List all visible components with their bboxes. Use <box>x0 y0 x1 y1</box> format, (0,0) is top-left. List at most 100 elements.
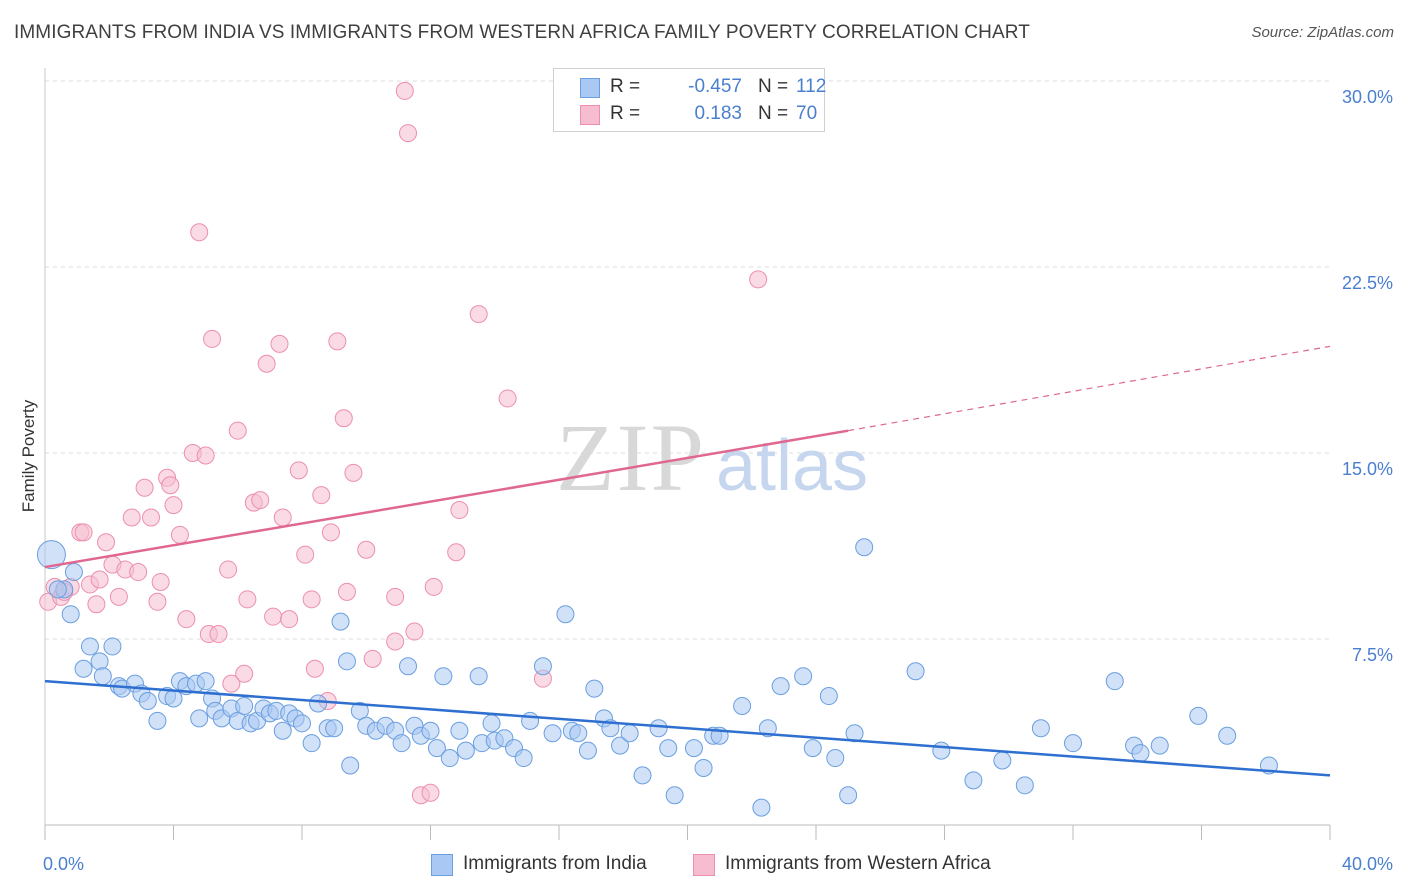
india-point <box>341 756 360 775</box>
western-africa-point <box>238 590 257 609</box>
india-point <box>1131 744 1150 763</box>
western-africa-point <box>129 563 148 582</box>
western-africa-point <box>222 674 241 693</box>
india-point <box>684 739 703 758</box>
legend-n-label: N = <box>758 76 789 97</box>
western-africa-point <box>196 446 215 465</box>
india-point <box>148 711 167 730</box>
watermark-zip: ZIP <box>556 404 706 511</box>
western-africa-point <box>257 354 276 373</box>
western-africa-point <box>161 476 180 495</box>
india-point <box>514 749 533 768</box>
western-africa-point <box>219 560 238 579</box>
india-point <box>90 652 109 671</box>
india-point <box>138 692 157 710</box>
india-point <box>1150 736 1169 755</box>
india-point <box>48 580 67 599</box>
india-point <box>1064 734 1082 753</box>
india-point <box>752 798 771 817</box>
india-point <box>93 667 112 686</box>
x-tick-label: 40.0% <box>1342 854 1393 874</box>
legend-r-value-india: -0.457 <box>688 76 742 97</box>
western-africa-point <box>289 461 308 480</box>
chart-title: IMMIGRANTS FROM INDIA VS IMMIGRANTS FROM… <box>14 22 1030 43</box>
india-point <box>826 749 845 768</box>
y-axis-label: Family Poverty <box>19 399 38 512</box>
western-africa-point <box>312 486 331 505</box>
legend-r-label: R = <box>610 103 641 124</box>
india-point <box>80 637 99 656</box>
bottom-legend-swatch-india <box>431 854 453 876</box>
india-point <box>36 540 66 570</box>
western-africa-point <box>251 491 270 510</box>
western-africa-point <box>363 649 382 668</box>
india-point <box>61 605 80 624</box>
western-africa-point <box>386 632 405 651</box>
western-africa-point <box>264 607 283 626</box>
legend-n-label: N = <box>758 103 789 124</box>
india-point <box>1218 726 1237 745</box>
india-point <box>803 739 822 758</box>
india-point <box>74 659 93 678</box>
bottom-legend-label-western-africa: Immigrants from Western Africa <box>725 853 991 874</box>
legend-r-label: R = <box>610 76 641 97</box>
india-point <box>932 741 951 760</box>
western-africa-point <box>148 592 167 611</box>
india-point <box>771 677 790 696</box>
india-point <box>293 714 311 733</box>
india-point <box>392 734 411 753</box>
western-africa-point <box>296 545 315 564</box>
india-point <box>906 662 925 681</box>
western-africa-point <box>235 664 254 683</box>
india-point <box>855 538 874 557</box>
india-point <box>399 657 418 676</box>
india-point <box>302 734 321 753</box>
india-point <box>309 694 328 713</box>
western-africa-point <box>122 508 141 527</box>
india-point <box>665 786 684 805</box>
western-africa-point <box>321 523 340 542</box>
india-trend-line <box>44 679 1331 777</box>
india-point <box>620 724 639 743</box>
india-point <box>1105 672 1124 691</box>
western-africa-point <box>90 570 109 589</box>
india-point <box>659 739 678 758</box>
western-africa-point <box>328 332 347 351</box>
western-africa-trend-extension <box>848 345 1331 432</box>
western-africa-point <box>170 525 189 544</box>
western-africa-point <box>405 622 424 641</box>
india-point <box>1031 719 1050 738</box>
india-point <box>235 696 254 715</box>
western-africa-point <box>498 389 517 408</box>
western-africa-point <box>203 329 222 348</box>
india-point <box>839 786 858 805</box>
western-africa-point <box>177 610 196 629</box>
western-africa-point <box>334 409 353 428</box>
western-africa-point <box>450 501 469 520</box>
axes <box>44 68 1331 840</box>
western-africa-point <box>337 582 356 601</box>
india-point <box>569 724 588 743</box>
western-africa-point <box>469 305 488 324</box>
india-point <box>556 605 575 624</box>
india-point <box>964 771 983 790</box>
india-point <box>440 749 459 768</box>
india-point <box>421 721 440 740</box>
legend-box: R = -0.457 N = 112 R = 0.183 N = 70 <box>553 68 826 132</box>
western-africa-point <box>273 508 292 527</box>
india-point <box>190 709 209 728</box>
india-point <box>649 719 668 738</box>
india-point <box>469 667 488 686</box>
y-tick-label: 22.5% <box>1342 273 1393 293</box>
india-point <box>103 637 122 656</box>
western-africa-point <box>228 421 247 440</box>
india-point <box>758 719 777 738</box>
source-label: Source: ZipAtlas.com <box>1251 24 1394 41</box>
western-africa-point <box>399 124 418 143</box>
western-africa-point <box>190 223 209 242</box>
western-africa-point <box>302 590 321 609</box>
watermark-atlas: atlas <box>716 426 868 506</box>
western-africa-point <box>87 595 106 614</box>
india-point <box>331 612 350 631</box>
x-tick-label: 0.0% <box>43 854 84 874</box>
